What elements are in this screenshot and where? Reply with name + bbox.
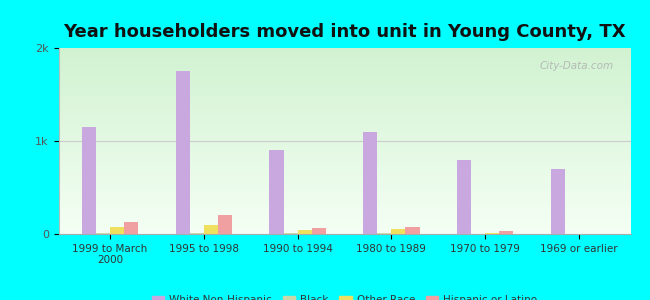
Bar [283,233,298,234]
Bar [204,225,218,234]
Bar [96,233,110,234]
Bar [485,233,499,234]
Bar [312,228,326,234]
Bar [377,233,391,234]
Bar [218,215,232,234]
Legend: White Non-Hispanic, Black, Other Race, Hispanic or Latino: White Non-Hispanic, Black, Other Race, H… [148,291,541,300]
Title: Year householders moved into unit in Young County, TX: Year householders moved into unit in You… [63,23,626,41]
Bar [471,233,485,234]
Bar [391,229,406,234]
Text: City-Data.com: City-Data.com [540,61,614,71]
Bar [124,222,138,234]
Bar [363,132,377,234]
Bar [551,169,565,234]
Bar [406,226,419,234]
Bar [270,150,283,234]
Bar [499,231,514,234]
Bar [176,71,190,234]
Bar [190,233,204,234]
Bar [298,230,312,234]
Bar [110,226,124,234]
Bar [457,160,471,234]
Bar [82,127,96,234]
